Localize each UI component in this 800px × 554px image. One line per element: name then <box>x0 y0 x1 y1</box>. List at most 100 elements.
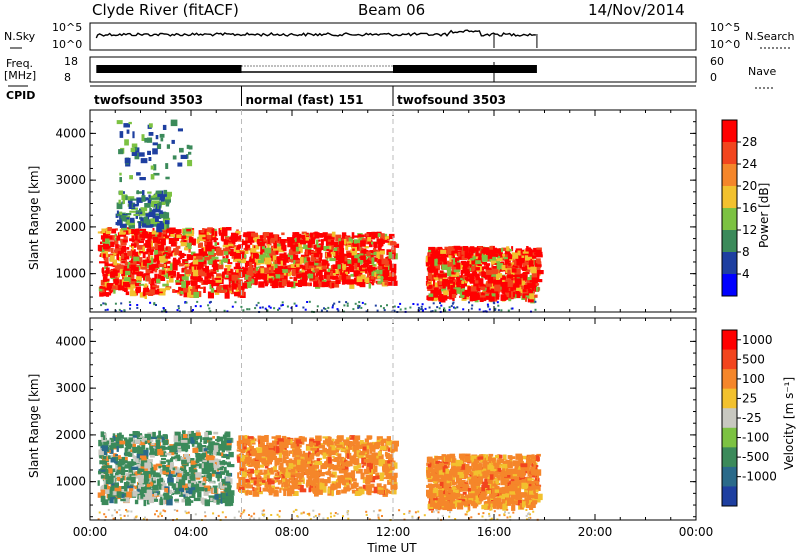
data-cell <box>367 467 372 473</box>
data-cell <box>211 442 217 448</box>
ground-cell <box>266 309 269 312</box>
data-cell <box>191 430 194 436</box>
data-cell <box>203 280 207 285</box>
data-cell <box>149 444 154 450</box>
data-cell <box>355 468 363 474</box>
data-cell <box>221 466 224 469</box>
freq-panel-frame <box>89 56 697 83</box>
data-cell <box>176 230 182 233</box>
data-cell <box>188 239 192 246</box>
data-cell <box>531 272 538 278</box>
data-cell <box>165 176 170 180</box>
data-cell <box>379 269 385 275</box>
data-cell <box>188 286 194 292</box>
data-cell <box>181 463 187 471</box>
data-cell <box>248 276 252 282</box>
data-cell <box>149 454 155 458</box>
data-cell <box>286 456 289 460</box>
data-cell <box>118 459 124 466</box>
data-cell <box>251 477 257 480</box>
data-cell <box>123 482 130 488</box>
data-cell <box>316 247 322 255</box>
ground-cell <box>162 307 165 309</box>
data-cell <box>142 220 147 228</box>
data-cell <box>371 483 375 488</box>
data-cell <box>170 244 177 247</box>
data-cell <box>447 269 452 277</box>
data-cell <box>496 248 500 252</box>
data-cell <box>282 269 288 273</box>
ground-cell <box>331 306 334 309</box>
colorbar-tick-label: 24 <box>742 157 757 171</box>
data-cell <box>154 472 158 477</box>
data-cell <box>148 264 155 271</box>
data-cell <box>274 460 278 468</box>
data-cell <box>255 447 263 454</box>
data-cell <box>212 231 218 237</box>
data-cell <box>116 210 119 217</box>
data-cell <box>430 253 436 261</box>
data-cell <box>116 202 123 210</box>
data-cell <box>102 267 105 274</box>
data-cell <box>196 446 203 452</box>
data-cell <box>117 211 123 216</box>
colorbar-swatch <box>722 274 737 297</box>
data-cell <box>390 472 398 478</box>
ground-cell <box>149 301 152 304</box>
data-cell <box>429 294 431 300</box>
data-cell <box>200 475 206 478</box>
data-cell <box>359 486 363 490</box>
data-cell <box>322 452 327 459</box>
data-cell <box>346 250 351 255</box>
data-cell <box>344 256 348 263</box>
cpid-label: CPID <box>6 89 35 102</box>
data-cell <box>382 270 390 276</box>
data-cell <box>148 123 153 128</box>
data-cell <box>252 267 256 271</box>
data-cell <box>440 249 447 254</box>
data-cell <box>376 252 381 258</box>
data-cell <box>116 120 123 125</box>
data-cell <box>172 451 178 455</box>
data-cell <box>211 472 215 477</box>
data-cell <box>286 281 294 287</box>
data-cell <box>352 241 356 245</box>
data-cell <box>121 493 125 498</box>
data-cell <box>390 478 394 486</box>
data-cell <box>126 267 133 273</box>
data-cell <box>460 255 462 260</box>
data-cell <box>174 455 179 460</box>
data-cell <box>475 260 481 264</box>
data-cell <box>122 275 125 281</box>
data-cell <box>142 438 147 443</box>
data-cell <box>439 256 445 262</box>
data-cell <box>322 440 327 445</box>
data-cell <box>169 462 174 469</box>
data-cell <box>516 286 523 293</box>
data-cell <box>302 237 308 244</box>
data-cell <box>120 283 125 291</box>
data-cell <box>430 290 435 294</box>
data-cell <box>503 257 508 260</box>
data-cell <box>326 460 333 468</box>
data-cell <box>372 233 375 240</box>
data-cell <box>220 234 225 241</box>
data-cell <box>528 250 533 257</box>
data-cell <box>333 241 341 248</box>
data-cell <box>332 455 335 458</box>
data-cell <box>225 275 230 278</box>
data-cell <box>116 273 121 278</box>
data-cell <box>486 285 490 292</box>
data-cell <box>377 276 382 279</box>
data-cell <box>116 469 121 474</box>
ground-cell <box>500 309 503 312</box>
data-cell <box>501 264 506 271</box>
data-cell <box>269 250 276 256</box>
data-cell <box>209 466 215 472</box>
data-cell <box>521 267 527 270</box>
data-cell <box>282 488 289 491</box>
data-cell <box>383 266 388 272</box>
data-cell <box>135 282 141 287</box>
data-cell <box>163 274 169 278</box>
data-cell <box>143 496 148 500</box>
